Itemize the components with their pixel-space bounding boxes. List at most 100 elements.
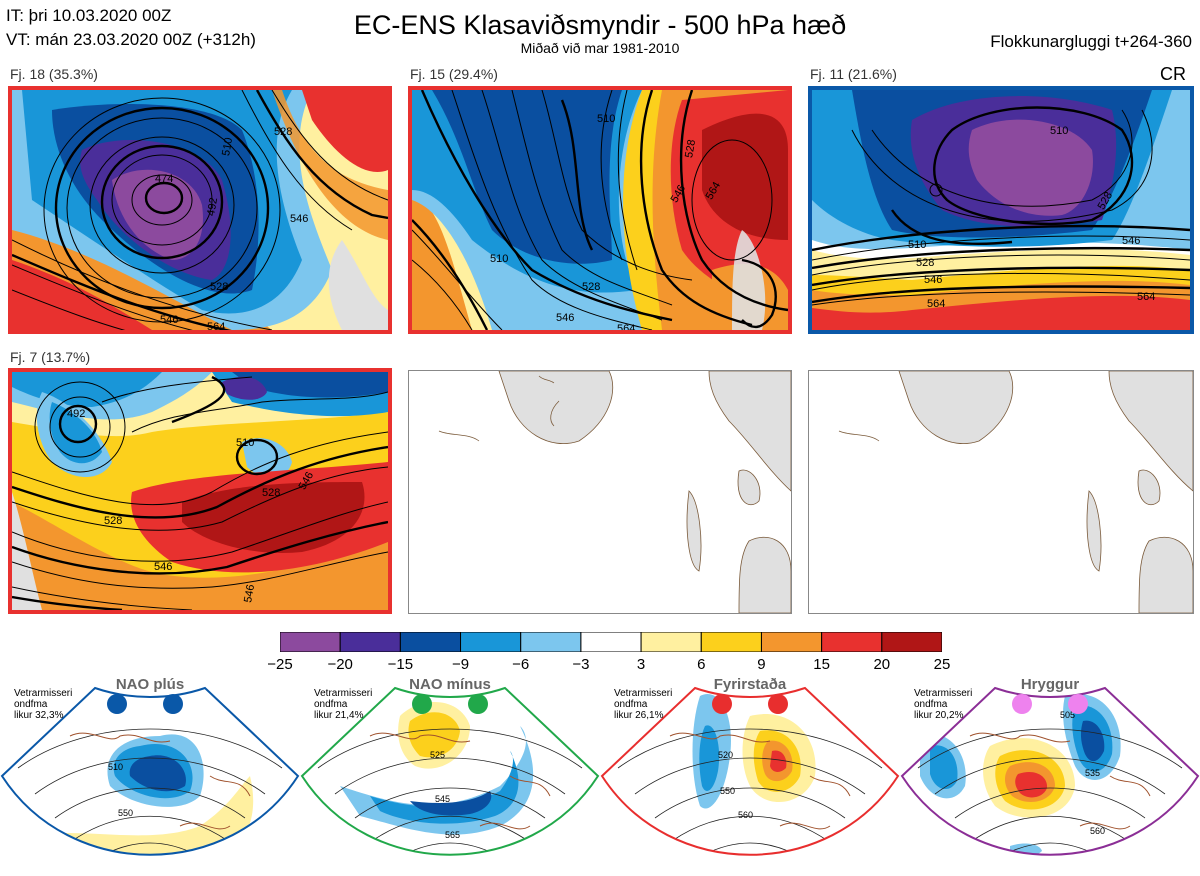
- regime-climate-line2-1: ondfma: [314, 699, 348, 710]
- contour-label-1-528b: 528: [210, 281, 228, 293]
- regime-outline-3: [900, 686, 1200, 856]
- colorbar-tick-7: 6: [697, 656, 706, 673]
- contour-label-2-528b: 528: [582, 281, 600, 293]
- contour-label-2-510b: 510: [490, 253, 508, 265]
- colorbar-tick-9: 15: [813, 656, 830, 673]
- regime-contour-label-3-2: 560: [1090, 826, 1105, 836]
- colorbar-tick-1: −20: [327, 656, 353, 673]
- colorbar-bin-7: [700, 632, 762, 652]
- regime-climate-line3-0: likur 32,3%: [14, 710, 64, 721]
- regime-marker-3-1: [1068, 694, 1088, 714]
- regime-contour-1-2: [354, 787, 546, 819]
- contour-label-4-492: 492: [67, 408, 85, 420]
- page-subtitle: Miðað við mar 1981-2010: [520, 40, 680, 56]
- initial-time: IT: þri 10.03.2020 00Z: [6, 6, 172, 25]
- regime-marker-0-0: [107, 694, 127, 714]
- regime-map-3: 505 535 560: [900, 686, 1200, 856]
- colorbar-bin-0: [280, 632, 341, 652]
- regime-coastline-2: [669, 732, 851, 830]
- regime-climate-line1-0: Vetrarmisseri: [14, 688, 73, 699]
- regime-contour-2-0: [617, 728, 883, 769]
- colorbar-bin-6: [640, 632, 702, 652]
- contour-label-3-546: 546: [924, 274, 942, 286]
- regime-climate-line1-2: Vetrarmisseri: [614, 688, 673, 699]
- regime-contour-2-2: [654, 787, 846, 819]
- regime-contour-3-2: [954, 787, 1146, 819]
- regime-contour-2-1: [634, 757, 866, 795]
- regime-title-2: Fyrirstaða: [713, 676, 787, 693]
- regime-contour-1-0: [317, 728, 583, 769]
- cluster-map-4: 492 510 528 546 528 546 546: [8, 368, 392, 614]
- regime-marker-1-0: [412, 694, 432, 714]
- contour-label-1-546b: 546: [160, 314, 178, 326]
- regime-contour-label-2-1: 550: [720, 786, 735, 796]
- regime-climate-line3-3: likur 20,2%: [914, 710, 964, 721]
- regime-climate-2: Vetrarmisseri ondfma likur 26,1%: [614, 688, 672, 721]
- regime-contour-label-3-0: 505: [1060, 710, 1075, 720]
- cluster-label-4: Fj. 7 (13.7%): [10, 349, 91, 365]
- regime-climate-line3-1: likur 21,4%: [314, 710, 364, 721]
- contour-label-4-528: 528: [104, 515, 122, 527]
- regime-contour-label-1-2: 565: [445, 830, 460, 840]
- regime-contour-2-4: [687, 842, 813, 855]
- regime-contour-3-4: [987, 842, 1113, 855]
- regime-climate-0: Vetrarmisseri ondfma likur 32,3%: [14, 688, 72, 721]
- regime-climate-line2-3: ondfma: [914, 699, 948, 710]
- regime-climate-line2-0: ondfma: [14, 699, 48, 710]
- regime-contour-0-1: [34, 757, 266, 795]
- contour-label-2-528: 528: [683, 139, 698, 159]
- colorbar-tick-4: −6: [512, 656, 530, 673]
- colorbar-bin-10: [881, 632, 942, 652]
- regime-contour-0-3: [71, 815, 229, 842]
- page-title: EC-ENS Klasaviðsmyndir - 500 hPa hæð: [353, 10, 847, 40]
- regime-anomaly-2-5: [770, 750, 787, 772]
- regime-title-0: NAO plús: [115, 676, 185, 693]
- regime-map-1: 525 545 565: [300, 686, 600, 856]
- colorbar-bin-8: [760, 632, 823, 652]
- regime-title-3: Hryggur: [1020, 676, 1080, 693]
- colorbar-tick-5: −3: [572, 656, 590, 673]
- regime-map-0: 510 550: [0, 686, 300, 856]
- empty-map-2: [808, 370, 1194, 614]
- regime-climate-3: Vetrarmisseri ondfma likur 20,2%: [914, 688, 972, 721]
- regime-marker-2-1: [768, 694, 788, 714]
- regime-marker-3-0: [1012, 694, 1032, 714]
- regime-contour-0-2: [54, 787, 246, 819]
- regime-coastline-1: [369, 732, 551, 830]
- regime-panel-1: 525 545 565 NAO mínus Vetrarmisseri ondfma lik…: [300, 676, 600, 871]
- regime-panel-0: 510 550 NAO plús Vetrarmisseri ondfma likur 3…: [0, 676, 300, 871]
- regime-title-1: NAO mínus: [409, 676, 491, 693]
- cluster-map-2: 510 528 546 564 510 546 564 528: [408, 86, 792, 334]
- regime-anomaly-3-8: [1080, 720, 1105, 762]
- contour-label-2-546b: 546: [556, 312, 574, 324]
- contour-label-3-546b: 546: [1122, 235, 1140, 247]
- colorbar-tick-10: 20: [873, 656, 891, 673]
- contour-label-4-546c: 546: [242, 583, 257, 603]
- regime-coastline-0: [69, 732, 251, 830]
- regime-anomaly-1-1: [408, 712, 460, 758]
- regime-coastline-3: [969, 732, 1151, 830]
- regime-contour-3-3: [971, 815, 1129, 842]
- regime-climate-line1-3: Vetrarmisseri: [914, 688, 973, 699]
- colorbar-bin-1: [339, 632, 401, 652]
- colorbar-bin-9: [821, 632, 883, 652]
- colorbar-tick-0: −25: [267, 656, 293, 673]
- colorbar: [280, 632, 942, 652]
- regime-marker-0-1: [163, 694, 183, 714]
- contour-label-1-474: 474: [155, 173, 173, 185]
- regime-contour-label-2-2: 560: [738, 810, 753, 820]
- cluster-map-3: 510 510 528 546 564 528 546 564: [808, 86, 1194, 334]
- contour-label-3-564b: 564: [1137, 291, 1155, 303]
- regime-climate-line2-2: ondfma: [614, 699, 648, 710]
- contour-label-3-528: 528: [916, 257, 934, 269]
- regime-contour-0-0: [17, 728, 283, 769]
- regime-marker-2-0: [712, 694, 732, 714]
- colorbar-tick-8: 9: [757, 656, 766, 673]
- contour-label-4-546: 546: [154, 561, 172, 573]
- regime-map-2: 520 550 560: [600, 686, 900, 856]
- regime-anomaly-3-5: [1015, 771, 1048, 798]
- regime-contour-0-4: [87, 842, 213, 855]
- regime-outline-1: [300, 686, 600, 856]
- colorbar-tick-6: 3: [636, 656, 646, 673]
- regime-contour-label-1-1: 545: [435, 794, 450, 804]
